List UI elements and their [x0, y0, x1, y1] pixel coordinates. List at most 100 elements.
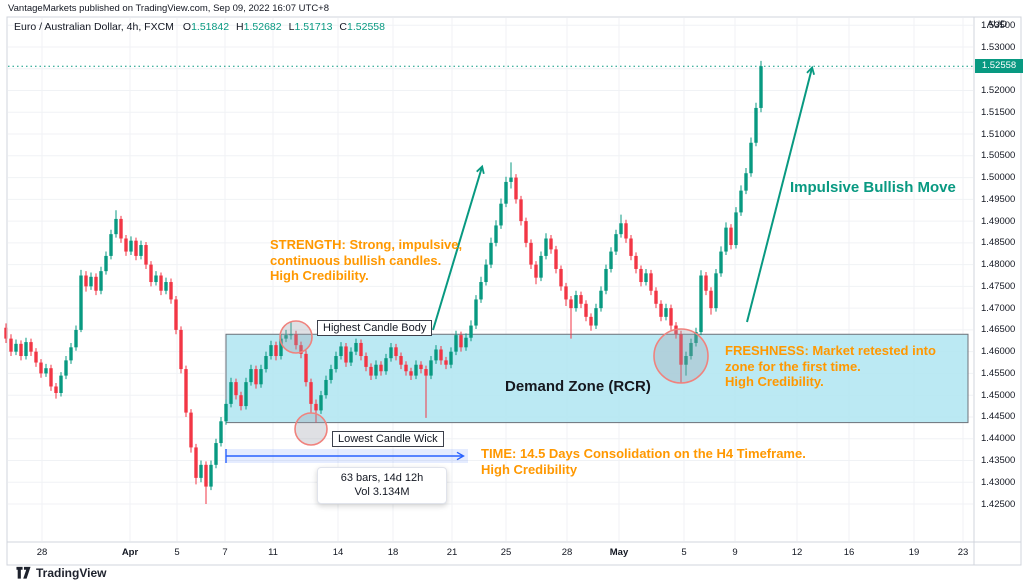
candle-body [324, 379, 328, 396]
candle-body [354, 342, 358, 352]
candle-body [449, 351, 453, 365]
candle-body [734, 212, 738, 246]
candle-body [219, 421, 223, 444]
candle-body [719, 251, 723, 274]
candle-body [99, 271, 103, 291]
candle-body [684, 356, 688, 365]
candle-body [239, 395, 243, 407]
freshness-annotation: FRESHNESS: Market retested into zone for… [725, 343, 936, 389]
candle-body [569, 299, 573, 309]
candle-body [439, 349, 443, 361]
candle-body [269, 345, 273, 357]
candle-body [504, 181, 508, 204]
candle-body [329, 369, 333, 380]
candle-body [754, 107, 758, 143]
candle-body [664, 308, 668, 317]
close-value: C1.52558 [339, 21, 385, 33]
candle-body [529, 242, 533, 265]
candle-body [139, 245, 143, 256]
demand-zone-label: Demand Zone (RCR) [505, 378, 651, 395]
candle-body [494, 225, 498, 243]
candle-body [694, 332, 698, 343]
candle-body [729, 227, 733, 246]
candle-body [249, 369, 253, 383]
candle-body [369, 366, 373, 376]
candle-body [634, 255, 638, 269]
candle-body [659, 303, 663, 317]
candle-body [389, 347, 393, 359]
candle-body [54, 386, 58, 394]
candle-body [289, 334, 293, 336]
candle-body [309, 382, 313, 404]
candle-body [259, 369, 263, 385]
candle-body [279, 338, 283, 357]
candle-body [184, 369, 188, 413]
candle-body [474, 299, 478, 326]
candle-body [319, 395, 323, 411]
candle-body [524, 221, 528, 243]
candle-body [229, 382, 233, 404]
candle-body [124, 238, 128, 252]
candle-body [104, 255, 108, 272]
candle-body [304, 353, 308, 383]
candle-body [84, 275, 88, 287]
candle-body [194, 447, 198, 478]
candle-body [359, 342, 363, 357]
candle-body [59, 375, 63, 394]
candle-body [434, 349, 438, 361]
candle-body [744, 173, 748, 191]
candle-body [394, 347, 398, 357]
tradingview-logo[interactable]: TradingView [16, 566, 106, 580]
candle-body [144, 245, 148, 265]
candle-body [384, 358, 388, 372]
candle-body [364, 356, 368, 367]
symbol-title: Euro / Australian Dollar, 4h, FXCM [14, 21, 174, 33]
candle-body [549, 238, 553, 250]
candle-body [629, 238, 633, 256]
candle-body [339, 346, 343, 357]
candle-body [374, 364, 378, 376]
candle-body [539, 255, 543, 278]
candle-body [44, 368, 48, 374]
candle-body [234, 382, 238, 396]
candle-body [724, 227, 728, 252]
candle-body [429, 360, 433, 376]
candle-body [379, 364, 383, 372]
candle-body [499, 203, 503, 226]
candle-body [94, 276, 98, 291]
candle-body [134, 240, 138, 256]
candle-body [129, 240, 133, 252]
candle-body [594, 308, 598, 326]
symbol-info-row: Euro / Australian Dollar, 4h, FXCM O1.51… [14, 21, 385, 33]
candle-body [214, 443, 218, 465]
candle-body [604, 268, 608, 291]
impulsive-move-label: Impulsive Bullish Move [790, 179, 956, 196]
trend-arrow [746, 65, 815, 323]
candle-body [484, 264, 488, 283]
candle-body [119, 218, 123, 239]
candle-body [534, 264, 538, 278]
candle-body [444, 360, 448, 365]
candle-body [199, 464, 203, 478]
demand-zone-rect [225, 333, 969, 424]
highlight-circle [294, 412, 328, 446]
candle-body [414, 364, 418, 376]
candle-body [679, 334, 683, 365]
bars-count-text: 63 bars, 14d 12h [340, 472, 424, 484]
candle-body [29, 342, 33, 352]
candle-body [554, 249, 558, 269]
candle-body [74, 329, 78, 348]
candle-body [739, 190, 743, 213]
candle-body [294, 334, 298, 346]
candle-body [299, 345, 303, 354]
candle-body [404, 364, 408, 372]
candle-body [284, 335, 288, 339]
candle-body [459, 335, 463, 348]
low-value: L1.51713 [288, 21, 333, 33]
candle-body [644, 273, 648, 283]
trend-arrow [432, 164, 485, 331]
candle-body [614, 234, 618, 252]
chart-frame-border [6, 16, 1022, 566]
candle-body [224, 403, 228, 422]
